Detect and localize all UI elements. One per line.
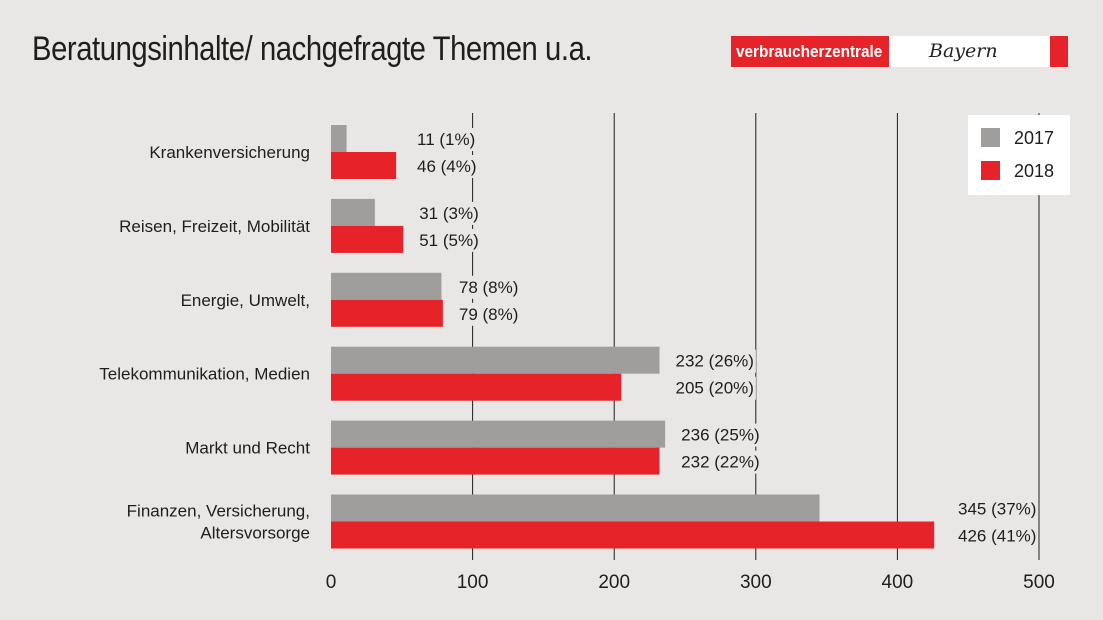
data-label-background xyxy=(955,497,1039,521)
bar-2017 xyxy=(331,198,375,226)
bar-2017 xyxy=(331,346,660,374)
logo-region: Bayern xyxy=(889,36,1050,67)
x-tick-label: 400 xyxy=(882,572,914,593)
legend-swatch-2018 xyxy=(981,161,1000,180)
bar-2018 xyxy=(331,225,404,253)
x-tick-label: 200 xyxy=(598,572,630,593)
category-label: Markt und Recht xyxy=(185,439,310,458)
data-label-background xyxy=(678,423,762,447)
data-label: 46 (4%) xyxy=(417,157,477,176)
data-label: 31 (3%) xyxy=(419,204,479,223)
bar-2017 xyxy=(331,125,347,152)
data-label-background xyxy=(955,524,1039,548)
data-label: 232 (26%) xyxy=(676,352,754,371)
data-label-background xyxy=(455,275,523,299)
data-label-background xyxy=(416,228,483,252)
logo-wordmark: verbraucherzentrale xyxy=(731,36,889,67)
data-label: 11 (1%) xyxy=(417,130,475,149)
x-tick-label: 500 xyxy=(1023,572,1055,593)
bar-2018 xyxy=(331,521,935,549)
category-label: Energie, Umwelt, xyxy=(181,291,310,310)
data-label-background xyxy=(416,201,483,225)
data-label-background xyxy=(672,349,756,373)
legend-label: 2018 xyxy=(1014,161,1054,181)
category-label: Altersvorsorge xyxy=(200,524,310,543)
logo-accent-block xyxy=(1050,36,1068,67)
bar-2018 xyxy=(331,152,397,179)
bar-2017 xyxy=(331,272,442,300)
data-label: 78 (8%) xyxy=(459,278,519,297)
data-label-background xyxy=(455,302,523,326)
x-tick-label: 100 xyxy=(457,572,489,593)
data-label: 51 (5%) xyxy=(419,231,479,250)
category-label: Finanzen, Versicherung, xyxy=(127,502,310,521)
legend-swatch-2017 xyxy=(981,128,1000,147)
data-label: 426 (41%) xyxy=(958,527,1036,546)
data-label-background xyxy=(414,128,481,151)
bar-2018 xyxy=(331,447,660,475)
legend-label: 2017 xyxy=(1014,128,1054,148)
x-tick-label: 300 xyxy=(740,572,772,593)
legend-box xyxy=(968,115,1070,195)
category-label: Telekommunikation, Medien xyxy=(99,365,310,384)
data-label: 79 (8%) xyxy=(459,305,519,324)
data-label: 236 (25%) xyxy=(681,426,759,445)
bar-2017 xyxy=(331,494,820,522)
chart-title: Beratungsinhalte/ nachgefragte Themen u.… xyxy=(32,30,593,68)
category-label: Reisen, Freizeit, Mobilität xyxy=(119,217,310,236)
data-label: 205 (20%) xyxy=(676,379,754,398)
category-label: Krankenversicherung xyxy=(149,143,310,162)
data-label-background xyxy=(672,376,756,400)
bar-2018 xyxy=(331,299,443,327)
data-label: 232 (22%) xyxy=(681,453,759,472)
bar-2017 xyxy=(331,420,666,448)
bar-2018 xyxy=(331,373,622,401)
data-label-background xyxy=(678,450,762,474)
x-tick-label: 0 xyxy=(326,572,337,593)
data-label-background xyxy=(414,155,481,178)
data-label: 345 (37%) xyxy=(958,500,1036,519)
verbraucherzentrale-logo: verbraucherzentrale Bayern xyxy=(731,36,1068,67)
